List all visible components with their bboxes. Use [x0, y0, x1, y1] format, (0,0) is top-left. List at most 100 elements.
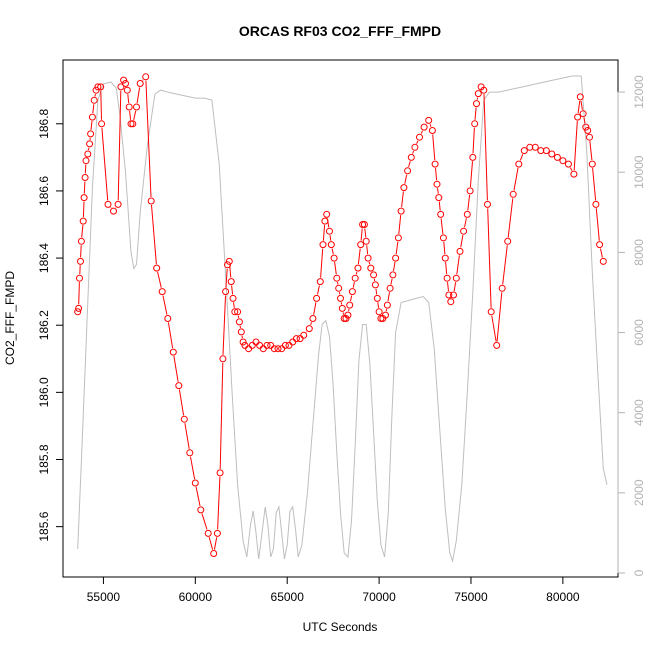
- co2-line-segment: [408, 161, 411, 168]
- co2-point: [319, 241, 327, 249]
- co2-line-segment: [366, 245, 369, 255]
- co2-line-segment: [447, 282, 449, 292]
- co2-point: [553, 153, 561, 161]
- co2-point: [337, 294, 344, 302]
- co2-point: [84, 150, 92, 158]
- co2-point: [576, 93, 584, 101]
- co2-point: [229, 294, 237, 302]
- co2-point: [76, 274, 83, 282]
- co2-point: [416, 133, 423, 141]
- co2-point: [515, 160, 523, 168]
- co2-point: [225, 257, 233, 265]
- x-tick-label: 75000: [454, 590, 488, 604]
- co2-point: [313, 294, 321, 302]
- co2-line-segment: [487, 208, 492, 308]
- co2-point: [210, 550, 218, 557]
- co2-line-segment: [78, 282, 80, 305]
- co2-line-segment: [201, 513, 208, 530]
- co2-line-segment: [360, 228, 363, 241]
- right-y-tick-label: 8000: [632, 239, 646, 266]
- co2-point: [125, 103, 133, 111]
- co2-point: [392, 254, 400, 262]
- co2-point: [400, 184, 408, 192]
- co2-point: [362, 237, 370, 245]
- co2-line-segment: [151, 204, 157, 265]
- co2-line-segment: [334, 261, 337, 275]
- co2-line-segment: [464, 218, 467, 228]
- co2-line-segment: [502, 245, 508, 285]
- co2-point: [471, 120, 479, 128]
- co2-point: [323, 210, 331, 218]
- co2-point: [235, 318, 243, 326]
- co2-line-segment: [117, 90, 122, 201]
- co2-point: [480, 86, 488, 94]
- co2-line-segment: [589, 141, 593, 161]
- co2-point: [222, 288, 230, 296]
- co2-point: [371, 281, 379, 289]
- co2-line-segment: [595, 208, 600, 241]
- co2-line-segment: [213, 537, 218, 550]
- co2-point: [460, 227, 468, 235]
- co2-point: [75, 304, 83, 312]
- co2-point: [466, 187, 474, 195]
- co2-point: [487, 308, 495, 316]
- co2-point: [74, 308, 82, 316]
- co2-point: [326, 227, 333, 235]
- co2-point: [404, 167, 412, 175]
- y-tick-label: 186.2: [37, 310, 51, 340]
- co2-point: [281, 341, 289, 349]
- co2-point: [584, 127, 592, 134]
- co2-line-segment: [577, 100, 581, 114]
- co2-point: [463, 210, 471, 218]
- co2-point: [452, 274, 460, 282]
- co2-point: [348, 288, 356, 296]
- co2-point: [469, 153, 477, 161]
- co2-point: [437, 210, 445, 218]
- co2-point: [370, 271, 378, 279]
- co2-point: [245, 345, 253, 353]
- co2-point: [425, 116, 433, 124]
- co2-point: [98, 120, 106, 128]
- co2-point: [367, 264, 375, 272]
- co2-point: [129, 120, 137, 128]
- co2-point: [80, 194, 88, 202]
- co2-point: [397, 207, 405, 215]
- co2-point: [588, 160, 596, 168]
- co2-point: [133, 103, 140, 111]
- co2-point: [327, 241, 335, 249]
- co2-line-segment: [483, 94, 488, 201]
- co2-point: [142, 73, 150, 81]
- co2-point: [357, 241, 365, 249]
- co2-point: [504, 237, 512, 245]
- co2-point: [104, 200, 112, 208]
- x-tick-label: 55000: [87, 590, 121, 604]
- co2-point: [216, 469, 224, 477]
- co2-point: [267, 341, 275, 349]
- co2-line-segment: [573, 121, 578, 171]
- co2-line-segment: [84, 164, 87, 174]
- y-tick-label: 186.0: [37, 377, 51, 407]
- co2-line-segment: [513, 167, 519, 191]
- co2-line-segment: [472, 127, 475, 154]
- co2-line-segment: [453, 282, 457, 292]
- co2-line-segment: [331, 248, 334, 255]
- co2-point: [117, 83, 125, 91]
- co2-point: [441, 254, 449, 262]
- co2-line-segment: [456, 255, 460, 275]
- co2-point: [180, 415, 188, 423]
- co2-point: [360, 221, 368, 228]
- co2-point: [316, 278, 324, 286]
- co2-line-segment: [445, 262, 448, 275]
- co2-point: [270, 345, 278, 353]
- co2-point: [411, 143, 419, 151]
- co2-line-segment: [322, 225, 326, 241]
- co2-line-segment: [435, 168, 438, 181]
- co2-point: [383, 301, 391, 309]
- co2-line-segment: [377, 302, 380, 308]
- co2-point: [373, 294, 381, 302]
- co2-line-segment: [173, 355, 179, 382]
- co2-line-segment: [184, 423, 190, 449]
- co2-line-segment: [420, 130, 423, 134]
- co2-line-segment: [217, 476, 221, 530]
